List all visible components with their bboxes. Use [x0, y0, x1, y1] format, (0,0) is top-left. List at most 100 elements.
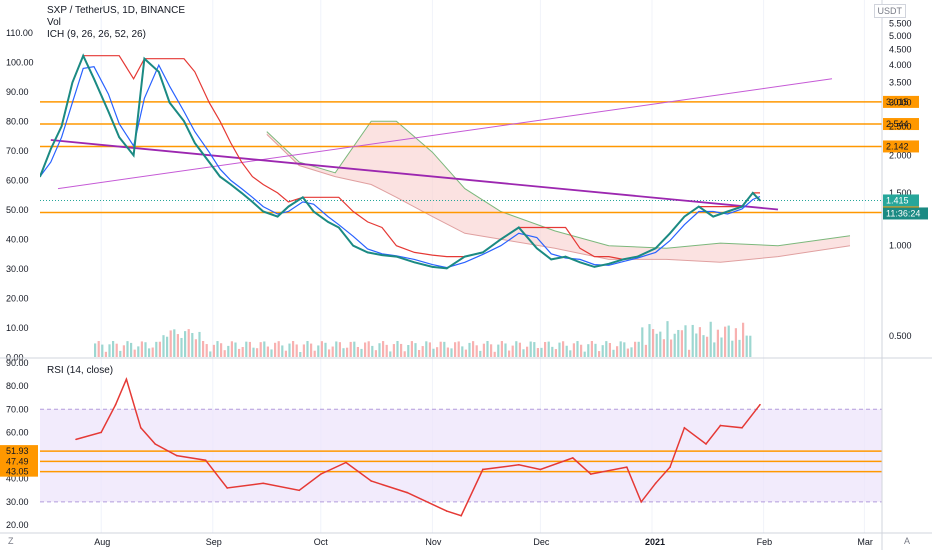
volume-bar: [446, 347, 449, 357]
rsi-point: [100, 431, 102, 434]
volume-bar: [360, 348, 363, 357]
volume-bar: [266, 346, 269, 357]
volume-bar: [702, 335, 705, 357]
auto-scale-toggle[interactable]: A: [904, 536, 910, 546]
rsi-point: [154, 443, 156, 445]
volume-bar: [364, 342, 367, 357]
volume-bar: [313, 350, 316, 357]
price-point: [669, 232, 671, 235]
price-axis-tick: 4.000: [889, 60, 912, 70]
volume-bar: [245, 341, 248, 357]
volume-bar: [688, 349, 691, 357]
volume-bar: [252, 347, 255, 357]
price-point: [759, 199, 761, 202]
volume-bar: [122, 345, 125, 357]
volume-bar: [418, 349, 421, 357]
volume-bar: [468, 342, 471, 357]
volume-bar: [169, 330, 172, 357]
x-axis-tick: Mar: [857, 537, 873, 547]
price-point: [327, 221, 329, 223]
price-axis-tick: 2.500: [889, 121, 912, 131]
price-axis-tick: 4.500: [889, 45, 912, 55]
volume-bar: [428, 342, 431, 357]
price-point: [71, 81, 74, 84]
price-point: [107, 110, 110, 113]
rsi-legend[interactable]: RSI (14, close): [47, 365, 114, 376]
volume-bar: [684, 325, 687, 357]
volume-bar: [612, 349, 615, 357]
volume-bar: [292, 341, 295, 357]
volume-bar: [378, 343, 381, 357]
rsi-point: [669, 466, 671, 468]
price-axis-tick: 1.000: [889, 241, 912, 251]
volume-bar: [547, 341, 550, 357]
volume-bar: [576, 341, 579, 357]
price-point: [219, 175, 221, 178]
symbol-title[interactable]: SXP / TetherUS, 1D, BINANCE: [47, 5, 186, 16]
price-point: [312, 210, 315, 213]
price-point: [208, 161, 210, 163]
volume-bar: [104, 351, 107, 357]
volume-bar: [511, 345, 514, 357]
volume-bar: [716, 329, 719, 357]
left-axis-tick: 70.00: [6, 146, 29, 156]
volume-bar: [338, 342, 341, 357]
volume-bar: [533, 342, 536, 357]
volume-bar: [162, 335, 165, 357]
volume-bar: [259, 342, 262, 357]
volume-bar: [241, 347, 244, 357]
volume-bar: [140, 341, 143, 357]
level-price-tag: [883, 95, 919, 108]
price-axis-tick: 5.500: [889, 19, 912, 29]
rsi-point: [75, 438, 77, 441]
volume-bar: [317, 345, 320, 357]
volume-bar: [562, 341, 565, 357]
price-point: [683, 215, 686, 218]
zoom-toggle[interactable]: Z: [8, 536, 14, 546]
left-axis-tick: 30.00: [6, 264, 29, 274]
volume-bar: [299, 351, 302, 357]
volume-bar: [450, 348, 453, 357]
volume-bar: [713, 342, 716, 357]
left-axis-tick: 60.00: [6, 176, 29, 186]
volume-bar: [749, 335, 752, 357]
price-point: [550, 258, 552, 261]
volume-bar: [652, 329, 655, 357]
volume-bar: [310, 343, 313, 357]
volume-bar: [738, 339, 741, 357]
volume-bar: [551, 346, 554, 357]
rsi-point: [176, 454, 178, 457]
volume-bar: [731, 340, 734, 357]
volume-bar: [659, 331, 662, 357]
price-point: [352, 244, 355, 247]
volume-bar: [108, 344, 111, 357]
chart-legend: SXP / TetherUS, 1D, BINANCE Vol ICH (9, …: [47, 5, 185, 41]
price-point: [381, 254, 383, 256]
rsi-level-label: 47.49: [6, 456, 29, 466]
quote-currency-badge[interactable]: USDT: [873, 4, 906, 18]
volume-bar: [403, 351, 406, 357]
volume-legend[interactable]: Vol: [47, 17, 61, 28]
rsi-axis-tick: 40.00: [6, 474, 29, 484]
price-point: [446, 267, 448, 270]
ichimoku-legend[interactable]: ICH (9, 26, 26, 52, 26): [47, 29, 146, 40]
price-axis-tick: 2.000: [889, 150, 912, 160]
price-point: [93, 78, 95, 80]
volume-bar: [544, 341, 547, 357]
rsi-point: [345, 461, 347, 464]
price-point: [654, 247, 657, 250]
volume-bar: [443, 341, 446, 357]
level-price-label: 2.544: [886, 119, 909, 129]
price-point: [482, 251, 484, 254]
price-point: [636, 255, 639, 258]
price-point: [564, 255, 567, 258]
rsi-axis-tick: 30.00: [6, 497, 29, 507]
rsi-point: [460, 514, 463, 517]
volume-bar: [594, 343, 597, 357]
volume-bar: [180, 337, 183, 357]
rsi-point: [204, 459, 207, 462]
rsi-point: [741, 427, 743, 429]
volume-bar: [356, 347, 359, 357]
price-axis-tick: 3.500: [889, 77, 912, 87]
